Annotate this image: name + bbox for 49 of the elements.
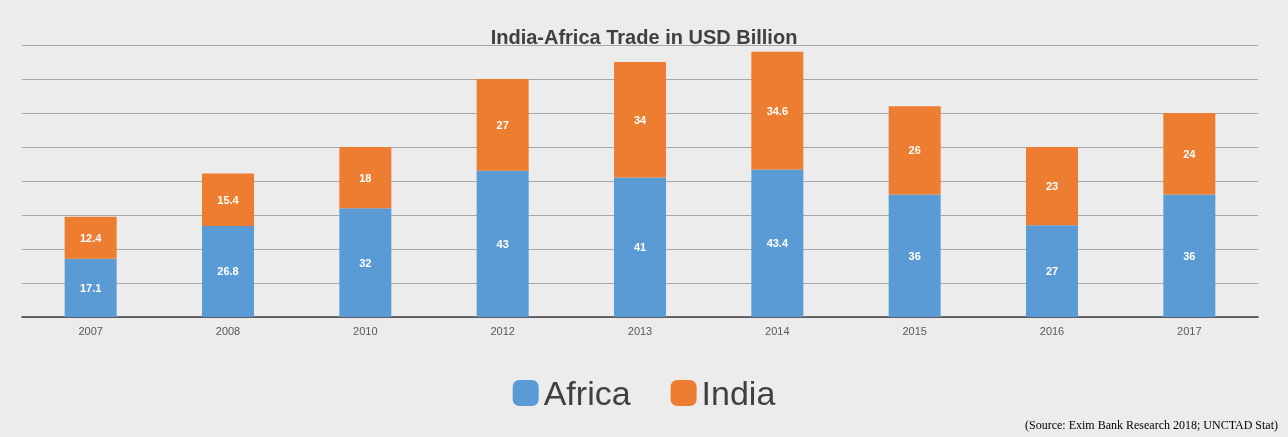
legend-label: India [701,374,776,412]
bar [202,173,254,226]
x-tick-label: 2014 [765,324,790,337]
data-label: 43.4 [766,237,789,250]
data-label: 15.4 [217,193,240,206]
bar [339,208,392,317]
legend-label: Africa [543,374,631,412]
x-tick-label: 2008 [215,324,241,337]
data-label: 23 [1045,180,1059,193]
x-tick-label: 2015 [902,324,927,337]
x-tick-label: 2017 [1177,324,1202,337]
data-label: 26.8 [217,265,239,278]
data-label: 34.6 [766,104,789,117]
bar [339,147,392,209]
data-label: 12.4 [79,231,103,244]
data-label: 32 [359,256,372,269]
bar [751,51,804,170]
bar [64,216,117,259]
x-tick-label: 2016 [1039,324,1065,337]
bar [1026,147,1078,226]
bar [202,225,254,317]
data-label: 36 [1183,249,1196,262]
data-label: 36 [908,249,921,262]
data-label: 18 [359,171,372,184]
data-label: 27 [1045,265,1059,278]
bar [614,177,666,317]
data-label: 34 [633,113,647,126]
text: (Source: Exim Bank Research 2018; UNCTAD Stat) [1025,418,1279,432]
bar [64,258,117,317]
bar [476,79,529,171]
data-label: 41 [633,241,647,254]
data-label: 27 [496,118,509,131]
data-label: 17.1 [79,281,102,294]
x-tick-label: 2010 [353,324,378,337]
data-label: 26 [908,144,921,157]
bar [888,194,941,317]
bar [1026,225,1078,317]
x-tick-label: 2013 [627,324,653,337]
bar [614,62,666,178]
bar [888,106,941,195]
chart-title: India-Africa Trade in USD Billion [490,26,798,48]
data-label: 43 [496,237,509,250]
x-tick-label: 2007 [78,324,103,337]
bar [476,170,529,317]
data-label: 24 [1183,147,1197,160]
bar [1163,194,1216,317]
bar [751,169,804,317]
bar [1163,113,1216,195]
x-tick-label: 2012 [490,324,515,337]
